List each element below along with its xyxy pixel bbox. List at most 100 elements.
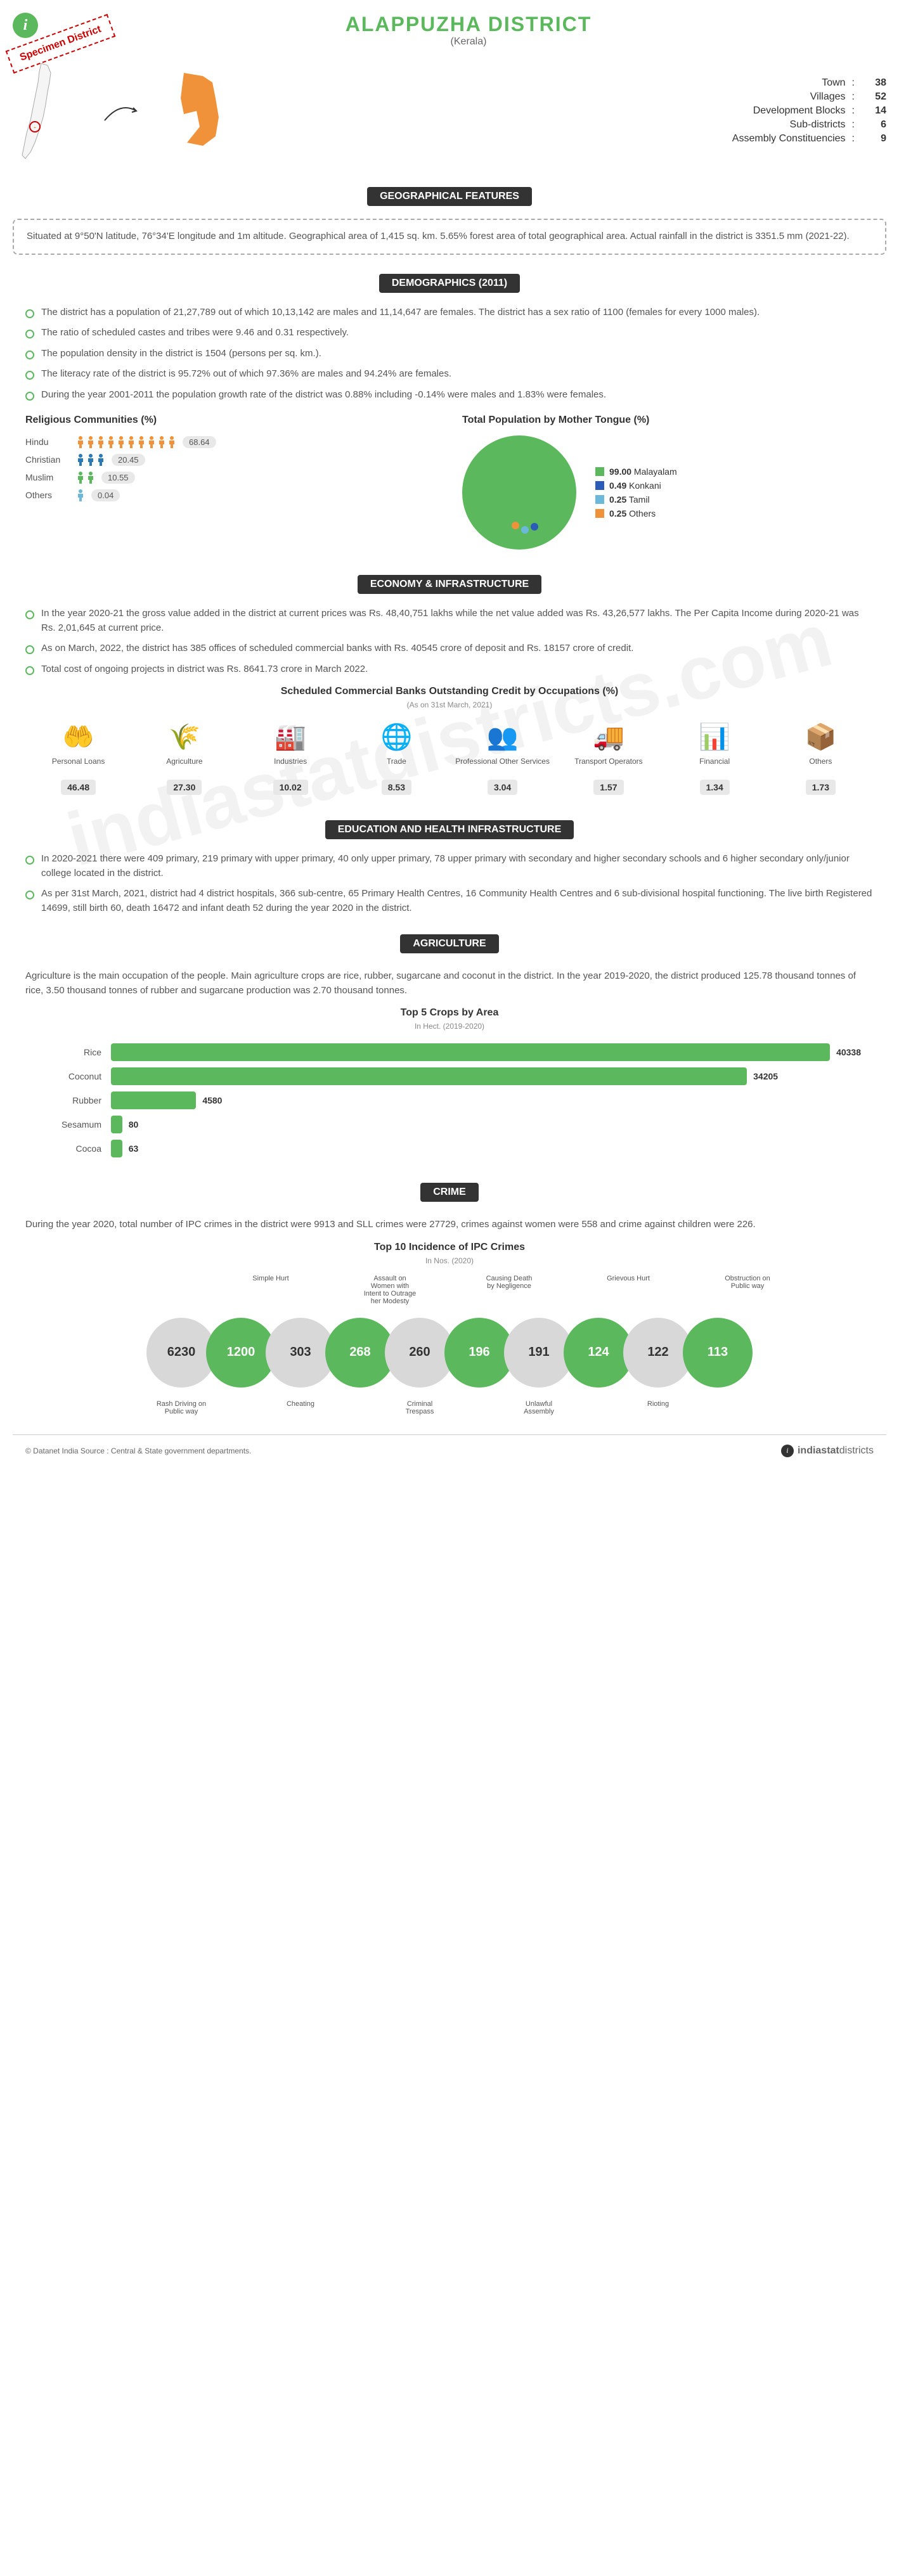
crop-value: 40338 (836, 1047, 861, 1057)
stat-label: Town (822, 77, 845, 89)
people-icon: 👥 (450, 722, 555, 752)
religion-value: 68.64 (183, 436, 216, 448)
occ-value: 1.34 (700, 780, 730, 795)
footer-info-icon: i (781, 1445, 794, 1457)
crime-label: Grievous Hurt (598, 1275, 658, 1305)
bullet-item: In 2020-2021 there were 409 primary, 219… (25, 852, 874, 880)
religion-value: 20.45 (112, 454, 145, 466)
stat-label: Assembly Constituencies (732, 133, 846, 145)
crime-labels-top: Simple HurtAssault on Women with Intent … (13, 1275, 886, 1305)
bank-credit-title: Scheduled Commercial Banks Outstanding C… (13, 686, 886, 697)
legend-swatch (595, 481, 604, 490)
occ-label: Industries (238, 757, 344, 776)
religion-label: Others (25, 490, 70, 500)
legend-value: 99.00 Malayalam (609, 467, 677, 477)
footer-suffix: districts (839, 1445, 874, 1456)
crime-circles: 62301200303268260196191124122113 (13, 1318, 886, 1388)
people-icons (76, 471, 95, 484)
econ-header: ECONOMY & INFRASTRUCTURE (358, 575, 541, 594)
occ-label: Trade (344, 757, 450, 776)
occ-value: 8.53 (382, 780, 411, 795)
globe-icon: 🌐 (344, 722, 450, 752)
crop-bar (111, 1140, 122, 1157)
mothertongue-title: Total Population by Mother Tongue (%) (462, 415, 874, 426)
crime-text: During the year 2020, total number of IP… (13, 1218, 886, 1232)
legend-swatch (595, 509, 604, 518)
bank-credit-note: (As on 31st March, 2021) (13, 700, 886, 709)
religion-title: Religious Communities (%) (25, 415, 437, 426)
crime-label: Obstruction on Public way (718, 1275, 777, 1305)
crop-label: Rice (38, 1047, 101, 1057)
bullet-item: As on March, 2022, the district has 385 … (25, 641, 874, 656)
occ-label: Transport Operators (555, 757, 661, 776)
legend-swatch (595, 495, 604, 504)
crop-label: Rubber (38, 1095, 101, 1105)
stat-label: Sub-districts (790, 119, 846, 131)
factory-icon: 🏭 (238, 722, 344, 752)
crime-chart-title: Top 10 Incidence of IPC Crimes (13, 1242, 886, 1253)
page-title: ALAPPUZHA DISTRICT (51, 13, 886, 36)
occ-value: 3.04 (488, 780, 517, 795)
religion-label: Muslim (25, 472, 70, 482)
crop-label: Sesamum (38, 1119, 101, 1130)
crop-value: 4580 (202, 1095, 222, 1105)
occ-label: Personal Loans (25, 757, 131, 776)
stat-label: Villages (810, 91, 846, 103)
crop-bar (111, 1116, 122, 1133)
edu-bullets: In 2020-2021 there were 409 primary, 219… (13, 852, 886, 915)
crime-label: Cheating (271, 1400, 330, 1415)
stat-value: 38 (861, 77, 886, 89)
bullet-item: The literacy rate of the district is 95.… (25, 367, 874, 382)
stat-value: 6 (861, 119, 886, 131)
econ-bullets: In the year 2020-21 the gross value adde… (13, 607, 886, 676)
occ-value: 27.30 (167, 780, 202, 795)
crop-bar (111, 1067, 747, 1085)
geo-text: Situated at 9°50'N latitude, 76°34'E lon… (13, 219, 886, 255)
stat-value: 52 (861, 91, 886, 103)
footer-brand: indiastat (798, 1445, 839, 1456)
occ-value: 10.02 (273, 780, 308, 795)
occ-value: 1.57 (593, 780, 623, 795)
crime-labels-bottom: Rash Driving on Public wayCheatingCrimin… (13, 1400, 886, 1415)
crop-value: 34205 (753, 1071, 778, 1081)
religion-chart: Hindu68.64Christian20.45Muslim10.55Other… (25, 435, 437, 501)
religion-value: 0.04 (91, 489, 120, 501)
religion-label: Hindu (25, 437, 70, 447)
crops-note: In Hect. (2019-2020) (13, 1022, 886, 1031)
bullet-item: The district has a population of 21,27,7… (25, 306, 874, 320)
geo-header: GEOGRAPHICAL FEATURES (367, 187, 532, 206)
crops-chart: Rice40338Coconut34205Rubber4580Sesamum80… (38, 1043, 861, 1157)
occ-label: Others (768, 757, 874, 776)
crime-circle: 113 (683, 1318, 753, 1388)
page-subtitle: (Kerala) (51, 36, 886, 48)
wheat-icon: 🌾 (131, 722, 237, 752)
box-icon: 📦 (768, 722, 874, 752)
crime-label: Criminal Trespass (390, 1400, 450, 1415)
bullet-item: As per 31st March, 2021, district had 4 … (25, 887, 874, 915)
people-icons (76, 435, 176, 448)
bullet-item: The population density in the district i… (25, 347, 874, 361)
crime-label: Assault on Women with Intent to Outrage … (360, 1275, 420, 1305)
stat-value: 9 (861, 133, 886, 145)
top-stats: Town:38Villages:52Development Blocks:14S… (732, 75, 886, 147)
agri-header: AGRICULTURE (400, 934, 498, 953)
crops-title: Top 5 Crops by Area (13, 1007, 886, 1019)
occ-label: Financial (662, 757, 768, 776)
crime-label: Unlawful Assembly (509, 1400, 569, 1415)
religion-value: 10.55 (101, 472, 135, 484)
district-shape (152, 67, 241, 155)
people-icons (76, 453, 105, 466)
occ-value: 1.73 (806, 780, 836, 795)
crop-label: Cocoa (38, 1143, 101, 1154)
demo-header: DEMOGRAPHICS (2011) (379, 274, 520, 293)
people-icons (76, 489, 85, 501)
crop-bar (111, 1092, 196, 1109)
info-icon: i (13, 13, 38, 38)
truck-icon: 🚚 (555, 722, 661, 752)
state-map (13, 60, 89, 162)
hand-icon: 🤲 (25, 722, 131, 752)
occ-label: Agriculture (131, 757, 237, 776)
crime-chart-note: In Nos. (2020) (13, 1256, 886, 1265)
crime-label: Rioting (628, 1400, 688, 1415)
demo-bullets: The district has a population of 21,27,7… (13, 306, 886, 402)
